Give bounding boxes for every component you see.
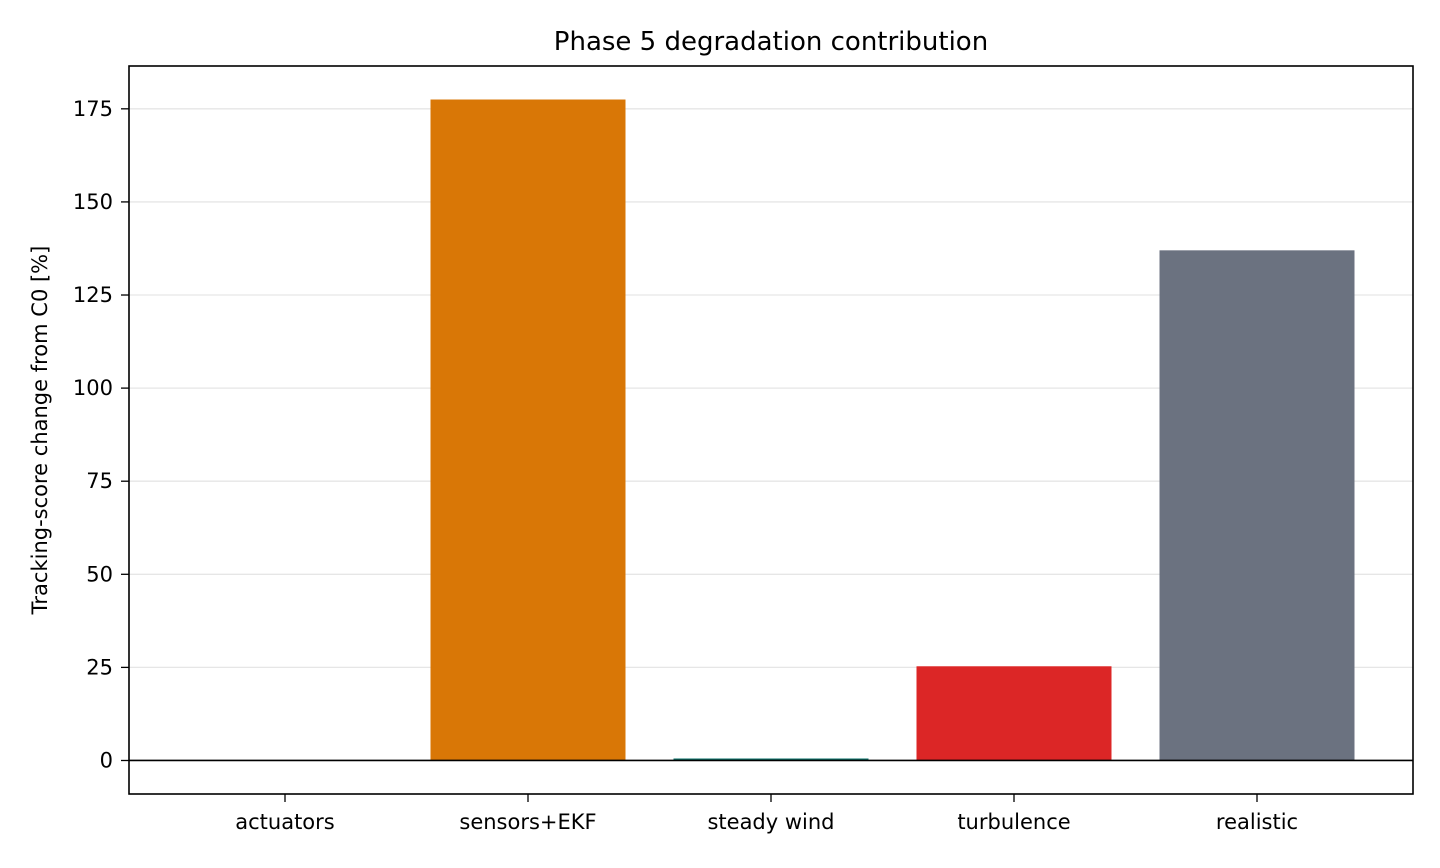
- y-tick-label: 100: [73, 376, 113, 400]
- y-axis-ticks: 0 25 50 75 100 125 150 175: [73, 97, 129, 772]
- x-tick-label: realistic: [1216, 810, 1298, 834]
- y-axis-label: Tracking-score change from C0 [%]: [28, 246, 52, 616]
- bar-realistic: [1159, 250, 1355, 761]
- x-tick-label: sensors+EKF: [459, 810, 596, 834]
- bar-sensors-ekf: [430, 99, 626, 761]
- x-tick-label: turbulence: [957, 810, 1070, 834]
- bar-turbulence: [916, 666, 1112, 761]
- y-tick-label: 175: [73, 97, 113, 121]
- y-tick-label: 25: [86, 655, 113, 679]
- x-tick-label: steady wind: [707, 810, 834, 834]
- x-axis-ticks: actuators sensors+EKF steady wind turbulenc…: [235, 794, 1298, 834]
- grid-lines: [129, 108, 1413, 762]
- bar-steady-wind: [673, 758, 869, 761]
- y-tick-label: 75: [86, 469, 113, 493]
- chart-title: Phase 5 degradation contribution: [554, 27, 988, 57]
- x-tick-label: actuators: [235, 810, 334, 834]
- bars: [430, 99, 1355, 761]
- y-tick-label: 125: [73, 283, 113, 307]
- y-tick-label: 50: [86, 562, 113, 586]
- y-tick-label: 150: [73, 190, 113, 214]
- y-tick-label: 0: [100, 748, 113, 772]
